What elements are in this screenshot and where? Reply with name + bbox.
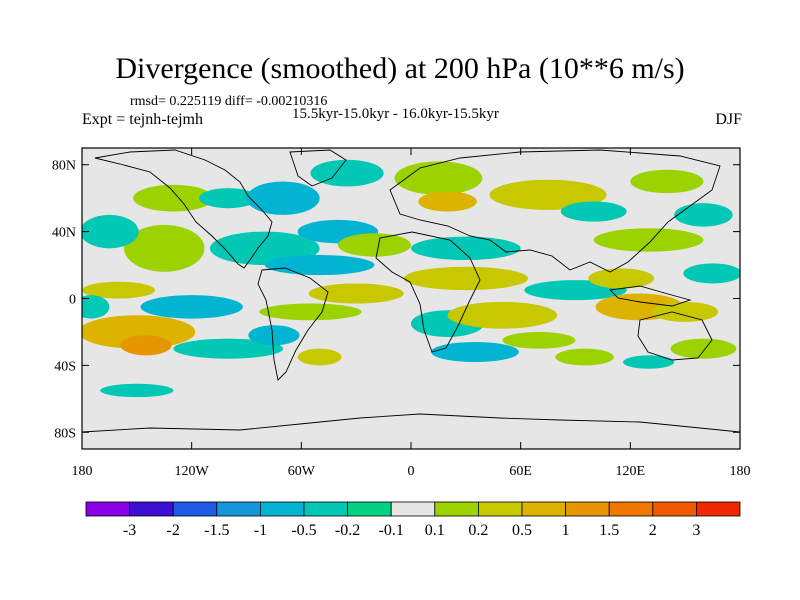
colorbar-label-5: -0.2 (335, 522, 360, 539)
divergence-patch-22 (403, 266, 528, 291)
colorbar-label-2: -1.5 (204, 522, 229, 539)
colorbar-label-1: -2 (167, 522, 180, 539)
divergence-patch-41 (82, 295, 110, 319)
x-tick-label-0: 180 (72, 464, 93, 479)
x-axis: 180 120W 60W 0 60E 120E 180 (72, 148, 751, 479)
coastlines (82, 149, 740, 433)
divergence-patch-23 (264, 255, 375, 276)
colorbar-label-8: 0.2 (468, 522, 488, 539)
stats-text: rmsd= 0.225119 diff= -0.00210316 (130, 94, 328, 109)
colorbar: -3 -2 -1.5 -1 -0.5 -0.2 -0.1 0.1 0.2 0.5 1 1.5 2 3 (85, 501, 741, 539)
divergence-patch-25 (259, 303, 362, 321)
colorbar-label-7: 0.1 (425, 522, 445, 539)
colorbar-label-11: 1.5 (599, 522, 619, 539)
divergence-patch-32 (588, 268, 655, 289)
coastline-greenland (289, 149, 347, 187)
coastline-south-america (257, 267, 329, 381)
divergence-patch-38 (555, 348, 614, 366)
period-label: 15.5kyr-15.0kyr - 16.0kyr-15.5kyr (292, 106, 499, 122)
divergence-patch-37 (623, 355, 675, 369)
divergence-patch-9 (246, 181, 320, 215)
colorbar-box-0 (85, 501, 130, 517)
coastline-australia (637, 311, 713, 361)
divergence-patch-39 (100, 383, 174, 398)
colorbar-box-5 (303, 501, 348, 517)
colorbar-box-7 (390, 501, 436, 517)
divergence-patch-15 (630, 169, 704, 194)
divergence-patch-4 (173, 338, 284, 359)
colorbar-label-4: -0.5 (291, 522, 316, 539)
divergence-field (82, 159, 740, 398)
divergence-patch-12 (418, 191, 477, 212)
divergence-patch-17 (593, 228, 704, 252)
x-tick-label-2: 60W (288, 464, 316, 479)
colorbar-label-12: 2 (649, 522, 657, 539)
divergence-patch-11 (394, 161, 483, 195)
divergence-patch-2 (140, 295, 243, 319)
divergence-patch-35 (683, 263, 740, 284)
colorbar-label-10: 1 (562, 522, 570, 539)
colorbar-label-13: 3 (692, 522, 700, 539)
colorbar-box-1 (129, 501, 174, 517)
colorbar-box-4 (259, 501, 305, 517)
divergence-patch-26 (248, 325, 300, 346)
colorbar-box-11 (565, 501, 610, 517)
x-tick-label-1: 120W (175, 464, 210, 479)
coastline-indonesia (609, 285, 692, 307)
season-label: DJF (715, 111, 742, 128)
x-tick-label-3: 0 (408, 464, 415, 479)
y-tick-label-4: 80S (54, 426, 76, 441)
colorbar-label-6: -0.1 (379, 522, 404, 539)
divergence-patch-13 (489, 179, 607, 210)
colorbar-box-8 (434, 501, 479, 517)
divergence-patch-29 (431, 341, 519, 363)
divergence-patch-20 (337, 233, 412, 257)
x-tick-label-6: 180 (730, 464, 751, 479)
divergence-patch-14 (560, 201, 627, 222)
x-tick-label-4: 60E (509, 464, 532, 479)
coastline-africa (375, 231, 481, 353)
divergence-patch-34 (652, 301, 719, 322)
y-axis: 80N 40N 0 40S 80S (52, 159, 740, 441)
colorbar-label-3: -1 (254, 522, 267, 539)
divergence-patch-3 (82, 281, 156, 299)
y-tick-label-1: 40N (52, 226, 76, 241)
divergence-patch-8 (198, 188, 258, 209)
colorbar-box-13 (652, 501, 697, 517)
coastline-north-america (94, 149, 273, 269)
y-tick-label-0: 80N (52, 159, 76, 174)
divergence-patch-5 (124, 224, 205, 272)
colorbar-box-10 (521, 501, 566, 517)
divergence-patch-36 (670, 338, 737, 359)
colorbar-box-9 (477, 501, 523, 517)
y-tick-label-3: 40S (54, 359, 76, 374)
y-tick-label-2: 0 (69, 293, 76, 308)
coastline-antarctica (82, 413, 740, 433)
coastline-eurasia (389, 149, 721, 273)
divergence-patch-40 (297, 348, 342, 366)
colorbar-box-6 (347, 501, 392, 517)
colorbar-box-12 (608, 501, 654, 517)
colorbar-box-14 (696, 501, 741, 517)
divergence-patch-6 (82, 214, 139, 249)
divergence-patch-7 (133, 184, 214, 212)
experiment-label: Expt = tejnh-tejmh (82, 111, 203, 128)
divergence-patch-1 (120, 335, 172, 356)
divergence-patch-30 (502, 331, 576, 349)
colorbar-box-3 (216, 501, 261, 517)
divergence-patch-21 (411, 236, 521, 261)
divergence-patch-24 (308, 283, 404, 304)
x-tick-label-5: 120E (616, 464, 646, 479)
colorbar-box-2 (172, 501, 218, 517)
colorbar-label-0: -3 (123, 522, 136, 539)
divergence-patch-16 (674, 203, 733, 227)
divergence-patch-28 (447, 301, 558, 329)
chart-title: Divergence (smoothed) at 200 hPa (10**6 … (115, 52, 685, 85)
colorbar-label-9: 0.5 (512, 522, 532, 539)
